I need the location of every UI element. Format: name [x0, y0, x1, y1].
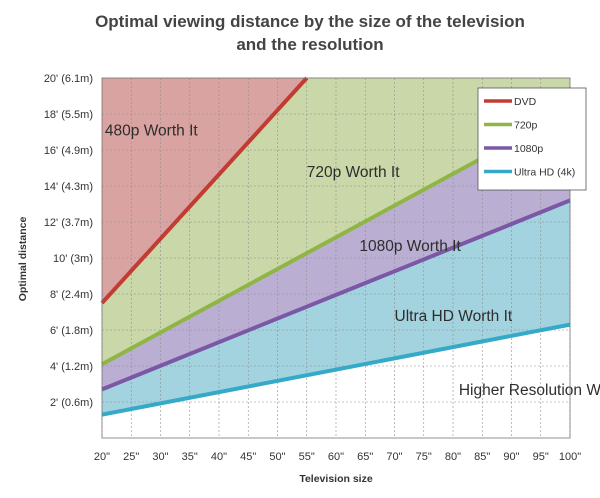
y-tick-label: 4' (1.2m) [50, 361, 93, 373]
region-labels: 480p Worth It 720p Worth It 1080p Worth It… [105, 123, 600, 399]
y-tick-label: 8' (2.4m) [50, 289, 93, 301]
y-tick-label: 2' (0.6m) [50, 397, 93, 409]
x-tick-label: 100" [559, 451, 581, 463]
x-tick-label: 20" [94, 451, 110, 463]
1080p-line [101, 198, 571, 392]
y-tick-label: 6' (1.8m) [50, 325, 93, 337]
x-tick-label: 75" [416, 451, 432, 463]
y-tick-label: 12' (3.7m) [44, 217, 93, 229]
x-tick-label: 55" [299, 451, 315, 463]
y-tick-label: 14' (4.3m) [44, 181, 93, 193]
plot-frame [101, 77, 571, 439]
region-720p [102, 78, 570, 365]
x-tick-label: 60" [328, 451, 344, 463]
legend-ultra-hd-label: Ultra HD (4k) [514, 167, 575, 179]
x-tick-label: 40" [211, 451, 227, 463]
x-tick-label: 80" [445, 451, 461, 463]
legend-dvd-label: DVD [514, 96, 537, 108]
y-tick-labels: 2' (0.6m) 4' (1.2m) 6' (1.8m) 8' (2.4m) 10' … [44, 73, 93, 409]
x-tick-label: 95" [533, 451, 549, 463]
y-tick-label: 16' (4.9m) [44, 145, 93, 157]
region-label-higher-resolution: Higher Resolution Worth It [459, 382, 600, 399]
region-label-480p: 480p Worth It [105, 123, 198, 140]
region-label-ultra-hd: Ultra HD Worth It [395, 308, 513, 325]
x-tick-label: 45" [240, 451, 256, 463]
x-tick-label: 50" [269, 451, 285, 463]
ultra-hd-line [101, 322, 571, 417]
x-tick-label: 65" [357, 451, 373, 463]
x-tick-label: 90" [503, 451, 519, 463]
y-tick-label: 18' (5.5m) [44, 109, 93, 121]
chart-title-line-1: Optimal viewing distance by the size of … [95, 12, 525, 31]
legend-1080p-label: 1080p [514, 143, 543, 155]
y-axis-label: Optimal distance [17, 217, 29, 302]
axes [101, 77, 571, 439]
x-tick-label: 25" [123, 451, 139, 463]
region-label-1080p: 1080p Worth It [359, 238, 461, 255]
legend: DVD 720p 1080p Ultra HD (4k) [477, 87, 587, 191]
x-axis-label: Television size [299, 473, 372, 485]
x-tick-label: 35" [182, 451, 198, 463]
y-tick-label: 10' (3m) [53, 253, 93, 265]
legend-720p-label: 720p [514, 120, 538, 132]
chart-title-line-2: and the resolution [236, 35, 383, 54]
x-tick-labels: 20" 25" 30" 35" 40" 45" 50" 55" 60" 65" 70" 75" 80" 8… [94, 451, 581, 463]
region-label-720p: 720p Worth It [307, 164, 400, 181]
x-tick-label: 70" [386, 451, 402, 463]
y-tick-label: 20' (6.1m) [44, 73, 93, 85]
x-tick-label: 30" [152, 451, 168, 463]
dvd-line [100, 76, 309, 305]
x-tick-label: 85" [474, 451, 490, 463]
